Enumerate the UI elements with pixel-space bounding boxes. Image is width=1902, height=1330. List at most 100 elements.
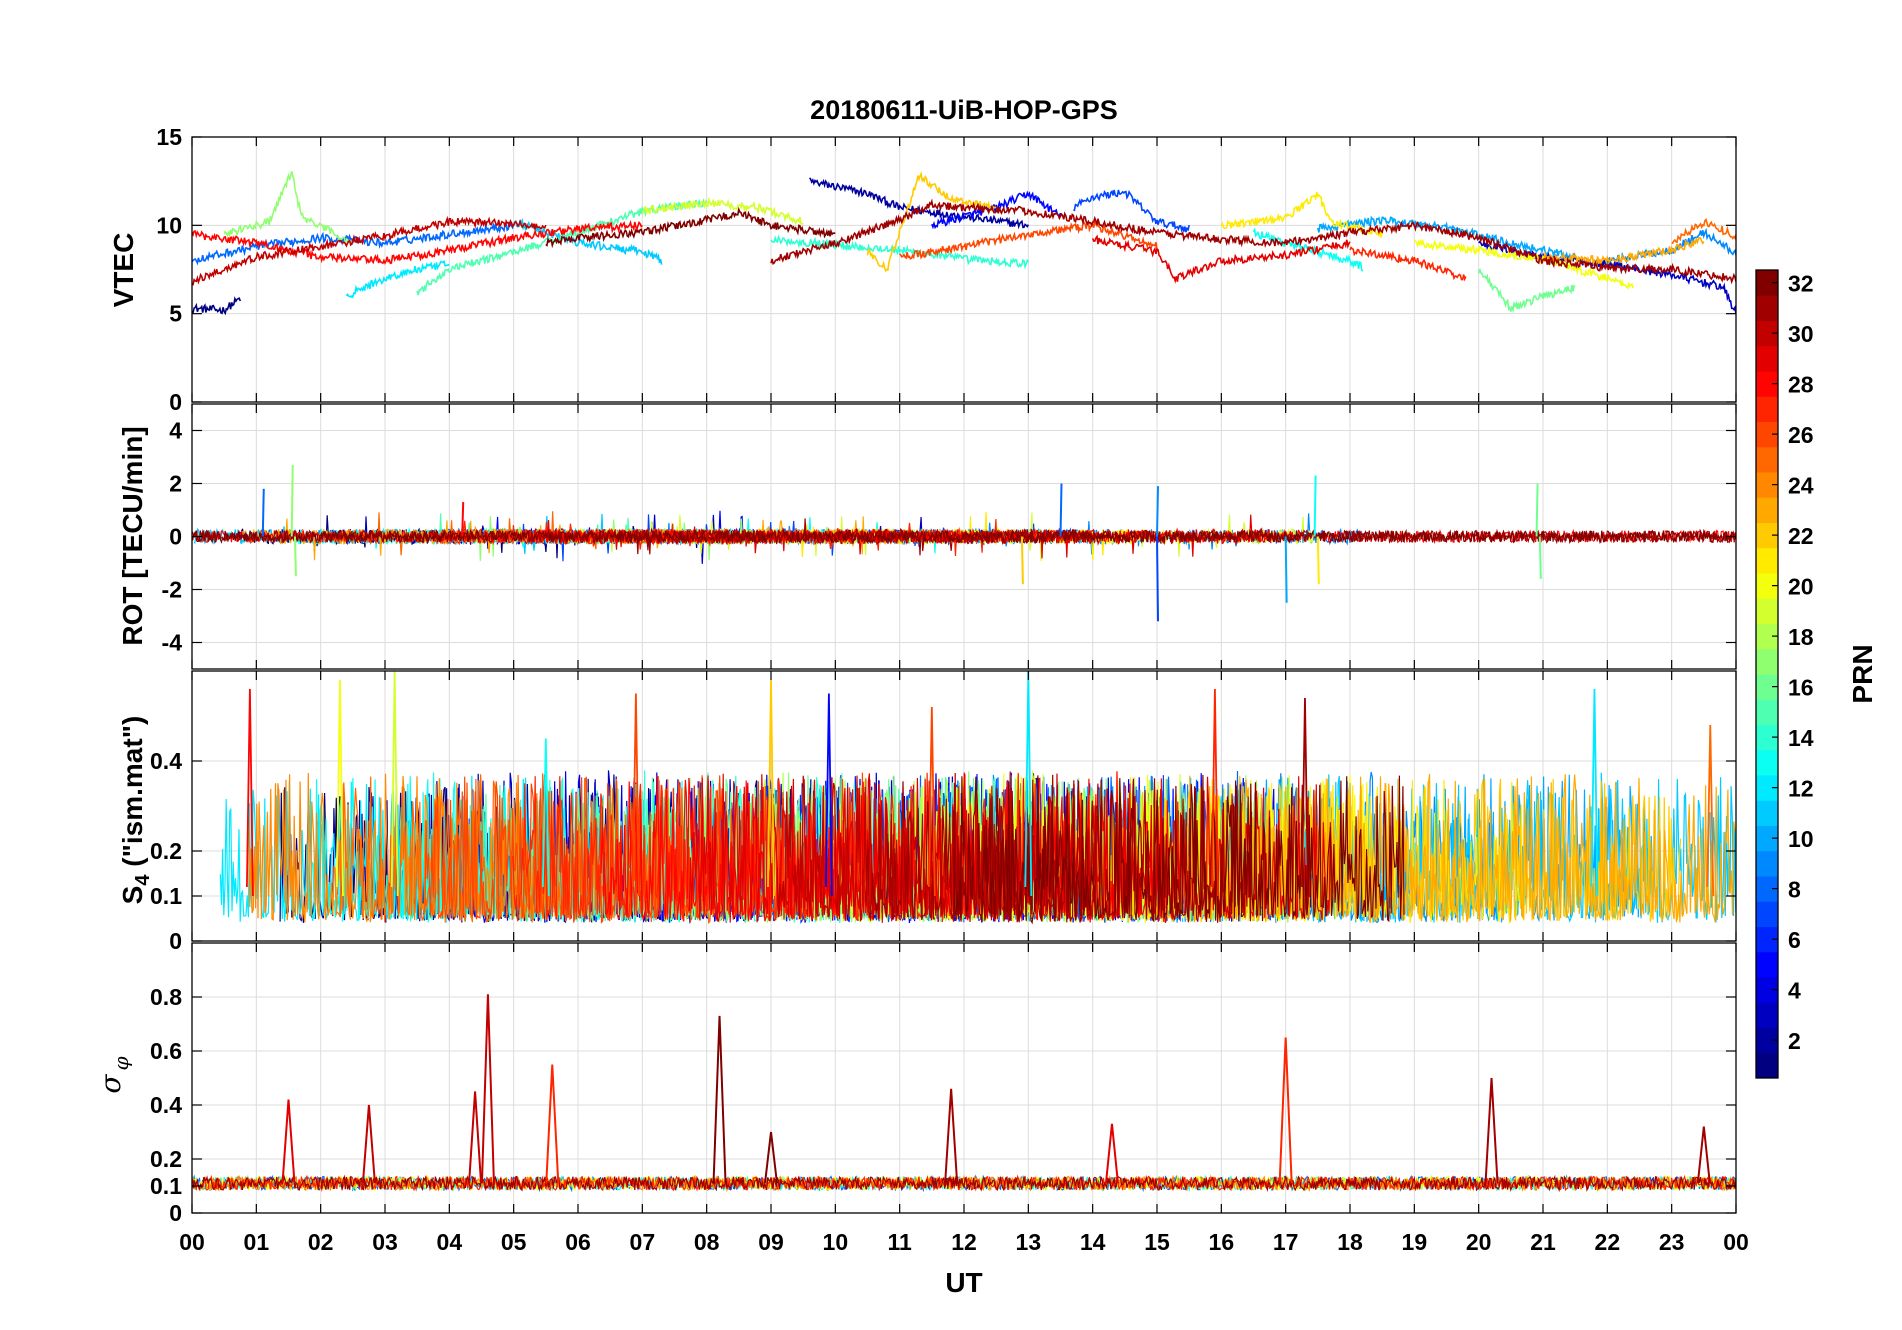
vtec-series-line (899, 220, 1158, 260)
sigma-ylabel: σφ (94, 1056, 133, 1093)
vtec-y-tick-label: 0 (169, 389, 182, 415)
colorbar-tick-label: 20 (1788, 574, 1814, 600)
vtec-series-line (1671, 218, 1736, 245)
sig-y-tick-label: 0.2 (150, 1146, 182, 1172)
s4-series (219, 671, 1736, 925)
vtec-series-line (931, 190, 1062, 230)
s4-ylabel: S4 ("ism.mat") (117, 716, 154, 905)
x-tick-label: 00 (1723, 1229, 1749, 1255)
s4-peak (336, 679, 344, 897)
colorbar-tick-label: 10 (1788, 826, 1814, 852)
rot-spike (293, 536, 297, 577)
x-tick-label: 00 (179, 1229, 205, 1255)
s4-peak (632, 693, 640, 897)
colorbar-label: PRN (1847, 644, 1878, 703)
colorbar-segment (1756, 345, 1778, 372)
s4-peak (246, 688, 254, 897)
sigma-peak (944, 1088, 959, 1184)
vtec-series-line (1349, 246, 1467, 282)
rot-y-tick-label: 4 (169, 418, 182, 444)
vtec-y-ticks: 0 5 10 15 (156, 124, 1737, 415)
x-tick-label: 03 (372, 1229, 398, 1255)
x-tick-label: 05 (501, 1229, 527, 1255)
colorbar-tick-label: 4 (1788, 978, 1801, 1004)
vtec-y-tick-label: 10 (156, 212, 182, 238)
rot-series-line (192, 528, 1736, 545)
sig-y-tick-label: 0.8 (150, 984, 182, 1010)
colorbar-segment (1756, 674, 1778, 700)
x-tick-label: 07 (630, 1229, 656, 1255)
colorbar-segment (1756, 1002, 1778, 1028)
sigma-peak (1696, 1126, 1711, 1184)
colorbar-segment (1756, 951, 1778, 978)
x-tick-label: 20 (1466, 1229, 1492, 1255)
s4-peak (541, 738, 550, 897)
colorbar-segment (1756, 876, 1778, 902)
rot-y-tick-label: -2 (162, 577, 182, 603)
s4-series-line (336, 773, 724, 925)
colorbar-segment (1756, 421, 1778, 448)
panel-vtec: 0 5 10 15 VTEC (108, 124, 1737, 415)
colorbar-segment (1756, 699, 1778, 725)
rot-y-tick-label: -4 (162, 630, 183, 656)
x-tick-label: 06 (565, 1229, 591, 1255)
s4-y-tick-label: 0.2 (150, 838, 182, 864)
colorbar-segment (1756, 320, 1778, 347)
colorbar-tick-label: 24 (1788, 473, 1814, 499)
s4-peak (1024, 671, 1033, 897)
vtec-grid (191, 136, 1737, 403)
s4-peak (1211, 688, 1219, 897)
s4-y-ticks: 0 0.1 0.2 0.4 (150, 671, 1737, 954)
colorbar-segment (1756, 926, 1778, 953)
colorbar-segment (1756, 724, 1778, 751)
colorbar-segment (1756, 800, 1778, 826)
x-axis-label: UT (945, 1267, 982, 1298)
colorbar-segment (1756, 1052, 1778, 1079)
vtec-series-line (1542, 236, 1705, 267)
x-tick-label: 01 (244, 1229, 270, 1255)
rot-spike (1156, 486, 1159, 537)
x-tick-label: 17 (1273, 1229, 1299, 1255)
colorbar-tick-label: 8 (1788, 877, 1801, 903)
vtec-y-tick-label: 15 (156, 124, 182, 150)
s4-series-line (953, 774, 1405, 925)
x-tick-label: 22 (1595, 1229, 1621, 1255)
rot-spike (290, 464, 294, 537)
colorbar-tick-label: 22 (1788, 523, 1814, 549)
rot-spike (461, 502, 465, 537)
sigma-peak (764, 1131, 778, 1184)
vtec-series-line (545, 206, 836, 249)
x-tick-label: 18 (1337, 1229, 1363, 1255)
sigma-peak (1278, 1037, 1293, 1184)
sigma-peak (480, 994, 495, 1184)
colorbar-segment (1756, 977, 1778, 1003)
colorbar-segment (1756, 623, 1778, 650)
sigma-y-ticks: 00.10.2 0.4 0.6 0.8 (150, 943, 1737, 1226)
s4-y-tick-label: 0.1 (150, 883, 182, 909)
colorbar-tick-label: 30 (1788, 321, 1814, 347)
vtec-series-line (512, 217, 663, 265)
rot-series-line (192, 528, 1736, 545)
x-tick-label: 14 (1080, 1229, 1106, 1255)
s4-peak (825, 693, 833, 897)
rot-spike (1020, 536, 1024, 585)
colorbar-segment (1756, 371, 1778, 397)
vtec-series-line (192, 220, 643, 265)
vtec-series-line (223, 171, 354, 245)
sigma-series-line (192, 1174, 1736, 1193)
sigma-peak (712, 1015, 727, 1184)
sigma-peak (468, 1091, 483, 1184)
s4-peak (1590, 688, 1599, 897)
rot-spike (1538, 536, 1542, 579)
sig-y-tick-label: 0 (169, 1200, 182, 1226)
panel-rot: -4 -2 0 2 4 ROT [TECU/min] (117, 403, 1737, 670)
colorbar-segment (1756, 901, 1778, 927)
vtec-series-line (1317, 215, 1576, 262)
s4-y-tick-label: 0.4 (150, 748, 182, 774)
rot-spike (1313, 475, 1317, 537)
vtec-series-line (1091, 234, 1351, 284)
x-tick-label: 11 (888, 1229, 913, 1255)
vtec-series-line (1073, 189, 1190, 234)
